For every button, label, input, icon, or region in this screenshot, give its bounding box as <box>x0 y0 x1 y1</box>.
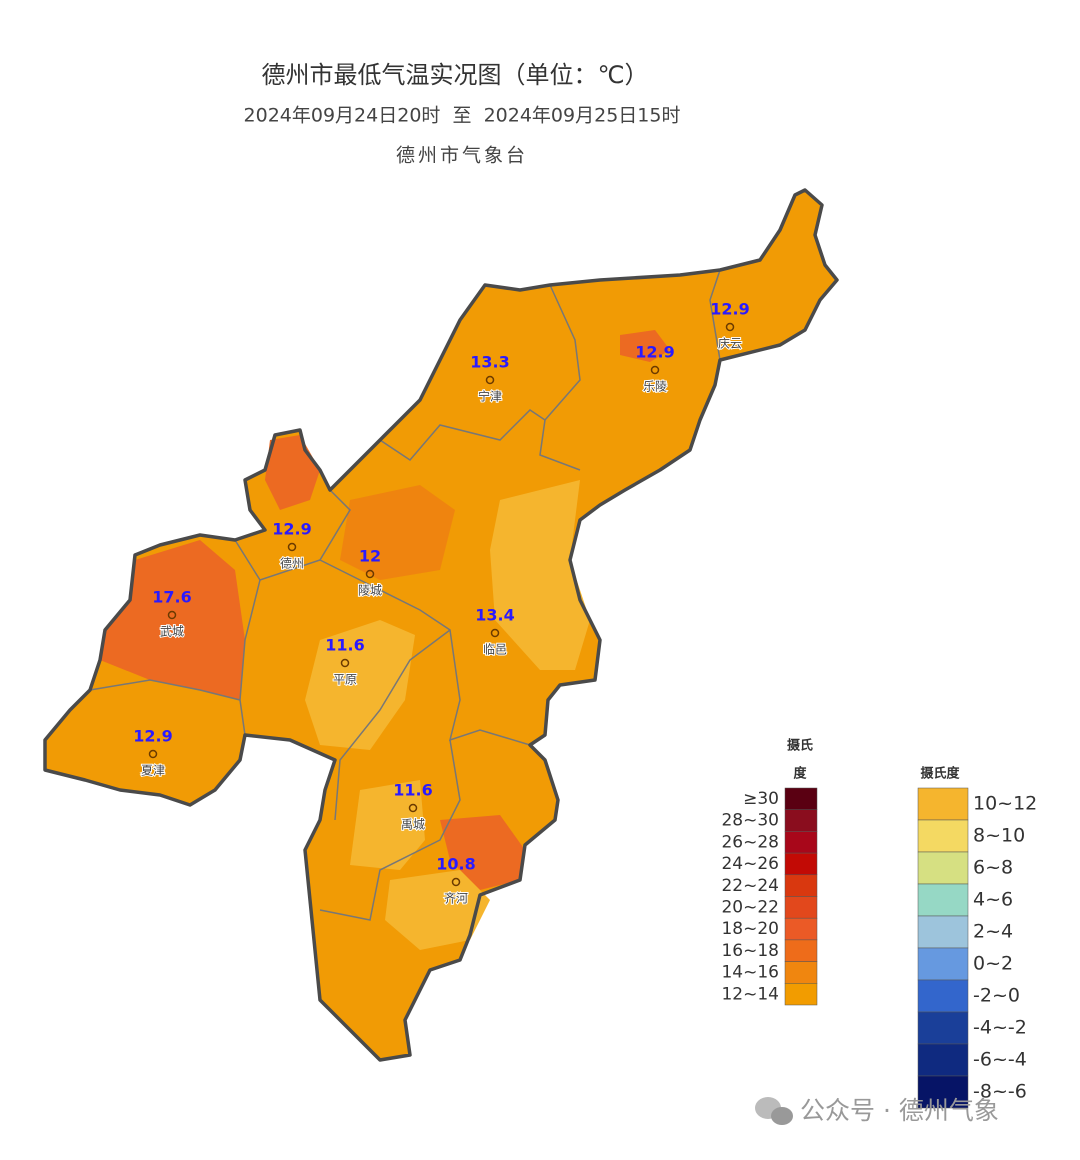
legend-label: 12~14 <box>721 984 779 1004</box>
station-dot <box>650 365 660 375</box>
legend-label: 0~2 <box>973 953 1013 975</box>
station-name: 武城 <box>160 625 184 639</box>
legend-label: 16~18 <box>721 941 779 961</box>
legend-swatch <box>917 1011 969 1045</box>
station-value: 12.9 <box>635 343 674 362</box>
legend-swatch <box>784 961 818 984</box>
legend-swatch <box>917 851 969 885</box>
legend-swatch <box>917 1075 969 1109</box>
legend-swatch <box>784 809 818 832</box>
station-name: 乐陵 <box>643 380 667 394</box>
legend-label: 8~10 <box>973 825 1025 847</box>
legend-label: -8~-6 <box>973 1081 1027 1103</box>
time-range: 2024年09月24日20时 至 2024年09月25日15时 <box>244 105 681 127</box>
station-value: 10.8 <box>436 855 475 874</box>
legend-swatch <box>917 819 969 853</box>
legend-swatch <box>917 947 969 981</box>
station-name: 平原 <box>333 673 357 687</box>
legend-swatch <box>784 787 818 810</box>
legend-swatch <box>917 1043 969 1077</box>
station-name: 禹城 <box>401 818 425 832</box>
legend-swatch <box>784 852 818 876</box>
station-value: 12.9 <box>133 727 172 746</box>
station-value: 12.9 <box>710 300 749 319</box>
legend-label: 2~4 <box>973 921 1013 943</box>
station-name: 陵城 <box>358 584 382 598</box>
legend-title: 摄氏度 <box>920 766 960 782</box>
source: 德州市气象台 <box>396 145 528 167</box>
map-region <box>43 188 839 1062</box>
legend-label: 28~30 <box>721 811 779 831</box>
cool-patch <box>490 480 590 670</box>
station-value: 17.6 <box>152 588 191 607</box>
warm-patch <box>620 330 670 362</box>
legend-swatch <box>784 831 818 854</box>
station-dot <box>340 658 350 668</box>
station-dot <box>167 610 177 620</box>
legend-swatch <box>917 883 969 917</box>
title: 德州市最低气温实况图（单位：℃） <box>262 61 649 89</box>
legend-swatch <box>917 787 969 821</box>
legend-swatch <box>784 939 818 962</box>
legend-label: 20~22 <box>721 898 779 918</box>
station-value: 11.6 <box>393 781 432 800</box>
station-dot <box>148 749 158 759</box>
station-name: 德州 <box>280 556 304 571</box>
legend-label: -4~-2 <box>973 1017 1027 1039</box>
legend-label: 14~16 <box>721 963 779 983</box>
station-value: 12.9 <box>272 520 311 539</box>
watermark: 公众号 · 德州气象 <box>755 1096 999 1125</box>
station-value: 13.3 <box>470 353 509 372</box>
legends: 摄氏 度 摄氏度 ≥3028~3026~2824~2622~2420~2218~… <box>721 738 1037 1109</box>
station-name: 临邑 <box>483 643 507 657</box>
legend-swatch <box>917 979 969 1013</box>
stations: 12.9 庆云 12.9 乐陵 13.3 宁津 12.9 德州 12 陵城 17.6 武城 13.4 临邑… <box>133 300 749 907</box>
station-value: 13.4 <box>475 606 514 625</box>
station-name: 齐河 <box>444 891 468 906</box>
warm-patch <box>340 485 455 580</box>
cool-patch <box>385 870 490 950</box>
legend-swatch <box>784 983 818 1006</box>
legend-label: 6~8 <box>973 857 1013 879</box>
legend-label: 24~26 <box>721 854 779 874</box>
station-value: 12 <box>359 547 381 566</box>
legend-label: 18~20 <box>721 919 779 939</box>
station-dot <box>490 628 500 638</box>
legend-label: -6~-4 <box>973 1049 1027 1071</box>
station-dot <box>451 877 461 887</box>
legend-swatch <box>917 915 969 949</box>
legend-label: 22~24 <box>721 876 779 896</box>
legend-swatch <box>784 874 818 897</box>
map-outline <box>43 188 839 1062</box>
legend-swatch <box>784 917 818 941</box>
map-fill <box>45 190 837 1060</box>
watermark-text: 公众号 · 德州气象 <box>800 1096 999 1125</box>
legend-label: 4~6 <box>973 889 1013 911</box>
legend-label: -2~0 <box>973 985 1020 1007</box>
station-dot <box>408 803 418 813</box>
legend-swatch <box>784 896 818 919</box>
legend-label: 10~12 <box>973 793 1037 815</box>
cool-patch <box>350 780 425 870</box>
warm-patch <box>100 540 245 700</box>
legend-title: 度 <box>793 766 807 782</box>
station-name: 夏津 <box>141 764 165 778</box>
station-name: 庆云 <box>718 337 742 351</box>
station-dot <box>725 322 735 332</box>
legend-label: ≥30 <box>743 789 779 809</box>
station-dot <box>485 375 495 385</box>
county-borders <box>89 269 721 921</box>
station-name: 宁津 <box>478 389 502 404</box>
legend-title: 摄氏 <box>787 738 813 754</box>
legend-label: 26~28 <box>721 832 779 852</box>
station-dot <box>287 542 297 552</box>
station-value: 11.6 <box>325 636 364 655</box>
station-dot <box>365 569 375 579</box>
cool-patch <box>305 620 415 750</box>
